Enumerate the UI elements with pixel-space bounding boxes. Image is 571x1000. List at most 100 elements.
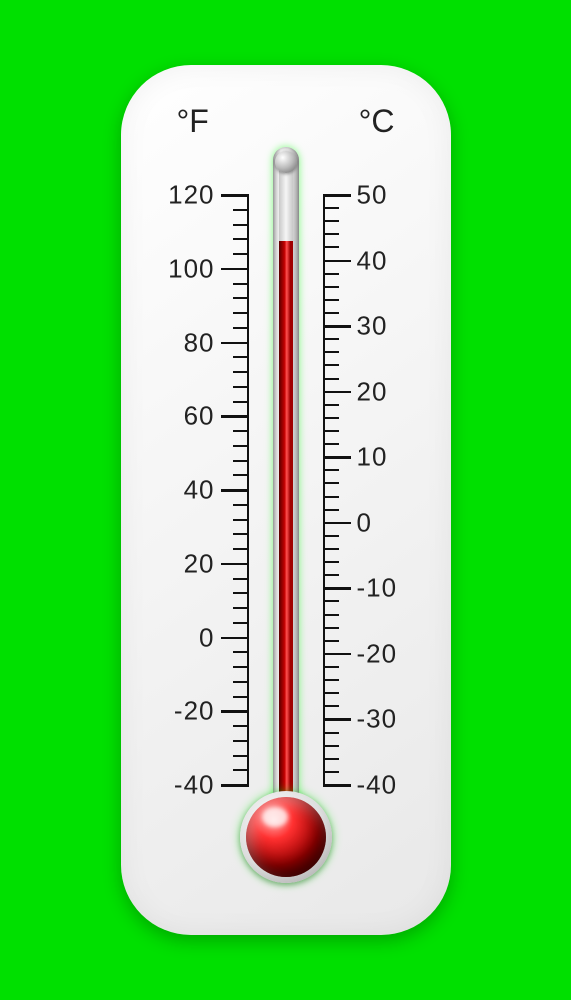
tick-minor [233, 209, 249, 211]
tick-label: -20 [174, 696, 215, 727]
thermometer-tube-cap [275, 151, 297, 173]
tick-minor [323, 364, 339, 366]
tick-major [221, 415, 249, 418]
thermometer-body: °F °C -40-20020406080100120 -40-30-20-10… [121, 65, 451, 935]
tick-minor [323, 351, 339, 353]
tick-minor [323, 771, 339, 773]
tick-minor [323, 299, 339, 301]
tick-minor [323, 338, 339, 340]
tick-major [323, 653, 351, 656]
tick-label: 10 [357, 442, 388, 473]
tick-label: 0 [357, 507, 372, 538]
tick-major [323, 456, 351, 459]
tick-minor [323, 482, 339, 484]
tick-minor [323, 273, 339, 275]
tick-minor [233, 224, 249, 226]
tick-minor [233, 460, 249, 462]
tick-minor [323, 627, 339, 629]
tick-minor [323, 692, 339, 694]
tick-major [221, 637, 249, 640]
tick-minor [323, 561, 339, 563]
tick-major [323, 260, 351, 263]
tick-label: 100 [168, 253, 214, 284]
tick-major [323, 587, 351, 590]
tick-minor [233, 769, 249, 771]
tick-label: 120 [168, 180, 214, 211]
tick-minor [233, 533, 249, 535]
tick-label: 30 [357, 311, 388, 342]
thermometer-tube [279, 153, 293, 813]
celsius-scale: -40-30-20-1001020304050 [323, 195, 325, 785]
tick-minor [233, 755, 249, 757]
tick-minor [233, 696, 249, 698]
tick-minor [323, 600, 339, 602]
tick-minor [233, 622, 249, 624]
tick-minor [323, 286, 339, 288]
tick-minor [323, 417, 339, 419]
tick-label: -10 [357, 573, 398, 604]
tick-minor [233, 327, 249, 329]
tick-minor [233, 548, 249, 550]
tick-minor [323, 312, 339, 314]
tick-major [221, 342, 249, 345]
tick-minor [233, 725, 249, 727]
tick-minor [323, 404, 339, 406]
tick-major [323, 391, 351, 394]
tick-label: -40 [357, 770, 398, 801]
tick-label: 40 [184, 475, 215, 506]
tick-minor [233, 238, 249, 240]
tick-minor [323, 509, 339, 511]
tick-label: 20 [357, 376, 388, 407]
tick-minor [233, 607, 249, 609]
tick-major [221, 489, 249, 492]
tick-minor [323, 614, 339, 616]
tick-minor [233, 297, 249, 299]
tick-label: 80 [184, 327, 215, 358]
thermometer-bulb [246, 797, 326, 877]
tick-minor [233, 312, 249, 314]
tick-minor [323, 469, 339, 471]
tick-minor [323, 233, 339, 235]
tick-minor [323, 207, 339, 209]
tick-label: 50 [357, 180, 388, 211]
tick-minor [323, 666, 339, 668]
tick-label: 0 [199, 622, 214, 653]
tick-minor [323, 443, 339, 445]
tick-minor [323, 732, 339, 734]
tick-label: 60 [184, 401, 215, 432]
tick-major [323, 194, 351, 197]
tick-minor [323, 535, 339, 537]
tick-major [323, 718, 351, 721]
tick-major [221, 194, 249, 197]
tick-minor [233, 371, 249, 373]
tick-minor [233, 651, 249, 653]
tick-minor [323, 548, 339, 550]
tick-minor [323, 705, 339, 707]
tick-minor [233, 740, 249, 742]
tick-minor [233, 519, 249, 521]
tick-minor [233, 666, 249, 668]
tick-major [221, 268, 249, 271]
tick-minor [323, 679, 339, 681]
tick-label: 40 [357, 245, 388, 276]
tick-label: 20 [184, 548, 215, 579]
tick-minor [323, 758, 339, 760]
tick-major [323, 325, 351, 328]
tick-minor [323, 246, 339, 248]
tick-major [323, 522, 351, 525]
tick-major [221, 563, 249, 566]
tick-minor [323, 574, 339, 576]
tick-label: -20 [357, 638, 398, 669]
tick-minor [233, 445, 249, 447]
tick-minor [233, 504, 249, 506]
tick-major [323, 784, 351, 787]
tick-minor [233, 474, 249, 476]
tick-minor [233, 356, 249, 358]
tick-minor [323, 220, 339, 222]
tick-minor [233, 430, 249, 432]
unit-celsius-label: °C [359, 103, 395, 140]
tick-minor [233, 578, 249, 580]
tick-major [221, 784, 249, 787]
tick-major [221, 710, 249, 713]
tick-minor [323, 496, 339, 498]
